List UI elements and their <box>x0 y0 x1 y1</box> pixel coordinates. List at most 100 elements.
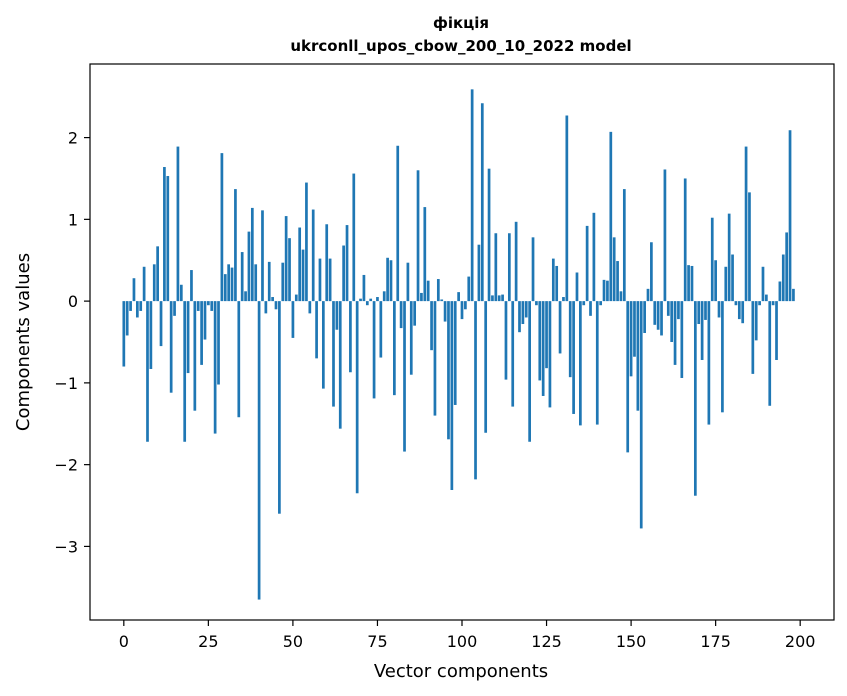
bar-164 <box>677 301 680 320</box>
bar-111 <box>497 295 501 302</box>
bar-3 <box>132 278 136 302</box>
bar-88 <box>420 292 423 302</box>
bar-83 <box>403 301 406 452</box>
bar-138 <box>589 301 592 316</box>
bar-121 <box>531 237 535 302</box>
bar-99 <box>457 292 460 302</box>
bar-96 <box>447 301 450 440</box>
bar-118 <box>521 301 525 325</box>
bar-190 <box>765 294 768 302</box>
bar-166 <box>683 178 687 302</box>
bar-124 <box>541 301 545 396</box>
bar-122 <box>535 301 538 306</box>
bar-182 <box>737 301 741 320</box>
bar-14 <box>169 301 173 393</box>
bar-45 <box>274 301 278 310</box>
bar-128 <box>555 265 559 302</box>
x-axis-label: Vector components <box>374 661 548 682</box>
bar-141 <box>599 301 603 306</box>
bar-108 <box>487 168 491 302</box>
bar-32 <box>230 267 234 302</box>
bar-68 <box>352 173 356 302</box>
bar-73 <box>369 298 373 302</box>
bar-123 <box>538 301 542 381</box>
bar-84 <box>406 262 410 302</box>
bar-7 <box>146 301 149 442</box>
y-tick-label-2: 2 <box>68 129 78 148</box>
bar-181 <box>734 301 738 306</box>
y-tick-label--1: −1 <box>54 374 78 393</box>
bar-89 <box>423 207 427 302</box>
bar-170 <box>697 301 701 325</box>
bar-35 <box>240 252 244 302</box>
bar-91 <box>430 301 433 351</box>
bar-59 <box>321 301 325 389</box>
bar-160 <box>663 169 667 302</box>
bar-86 <box>413 301 417 326</box>
bar-12 <box>163 167 166 302</box>
x-tick-label-25: 25 <box>198 632 218 651</box>
bar-67 <box>349 301 352 373</box>
bar-37 <box>247 231 251 302</box>
x-tick-label-200: 200 <box>785 632 816 651</box>
bar-130 <box>562 297 565 302</box>
bar-66 <box>345 225 349 302</box>
y-axis-ticks: −3 −2 −1 0 1 2 <box>54 129 90 556</box>
bar-63 <box>335 301 339 330</box>
bar-159 <box>660 301 663 336</box>
bar-126 <box>548 301 552 408</box>
bar-95 <box>443 301 447 322</box>
bar-109 <box>491 295 494 302</box>
bar-145 <box>612 237 616 302</box>
bar-5 <box>139 301 143 311</box>
bar-71 <box>362 274 366 302</box>
bar-15 <box>173 301 176 316</box>
bar-55 <box>308 301 312 314</box>
bar-74 <box>372 301 376 399</box>
bar-163 <box>673 301 677 365</box>
bar-52 <box>298 227 302 302</box>
bar-38 <box>250 207 254 302</box>
bar-25 <box>207 301 210 306</box>
bar-76 <box>379 301 383 358</box>
y-tick-label--3: −3 <box>54 537 78 556</box>
bar-185 <box>748 192 751 302</box>
bar-148 <box>622 189 626 302</box>
bar-112 <box>501 294 504 302</box>
bar-110 <box>494 233 498 302</box>
bar-13 <box>166 176 170 302</box>
x-tick-label-0: 0 <box>119 632 129 651</box>
bar-17 <box>179 284 183 302</box>
bar-113 <box>504 301 508 380</box>
bar-24 <box>203 301 207 340</box>
bar-114 <box>507 233 511 302</box>
bar-183 <box>741 301 745 324</box>
bar-46 <box>278 301 281 514</box>
bar-6 <box>142 266 146 302</box>
bar-30 <box>223 274 227 302</box>
bar-167 <box>687 265 690 302</box>
bar-10 <box>156 246 159 302</box>
bar-134 <box>575 272 579 302</box>
bar-165 <box>680 301 684 378</box>
bar-93 <box>436 279 440 302</box>
bar-101 <box>464 301 467 310</box>
bar-195 <box>781 254 785 302</box>
bar-92 <box>433 301 437 416</box>
bar-81 <box>396 145 400 302</box>
x-tick-label-175: 175 <box>700 632 731 651</box>
bar-135 <box>579 301 582 426</box>
bar-98 <box>453 301 457 405</box>
bar-129 <box>558 301 562 354</box>
bar-180 <box>731 254 734 302</box>
bar-0 <box>122 301 126 367</box>
bar-27 <box>213 301 217 434</box>
bar-197 <box>788 130 792 302</box>
bar-150 <box>629 301 633 377</box>
bar-158 <box>656 301 660 330</box>
bar-34 <box>237 301 241 418</box>
bar-65 <box>342 245 345 302</box>
bar-16 <box>176 146 180 302</box>
bar-11 <box>159 301 163 347</box>
bar-179 <box>727 213 731 302</box>
